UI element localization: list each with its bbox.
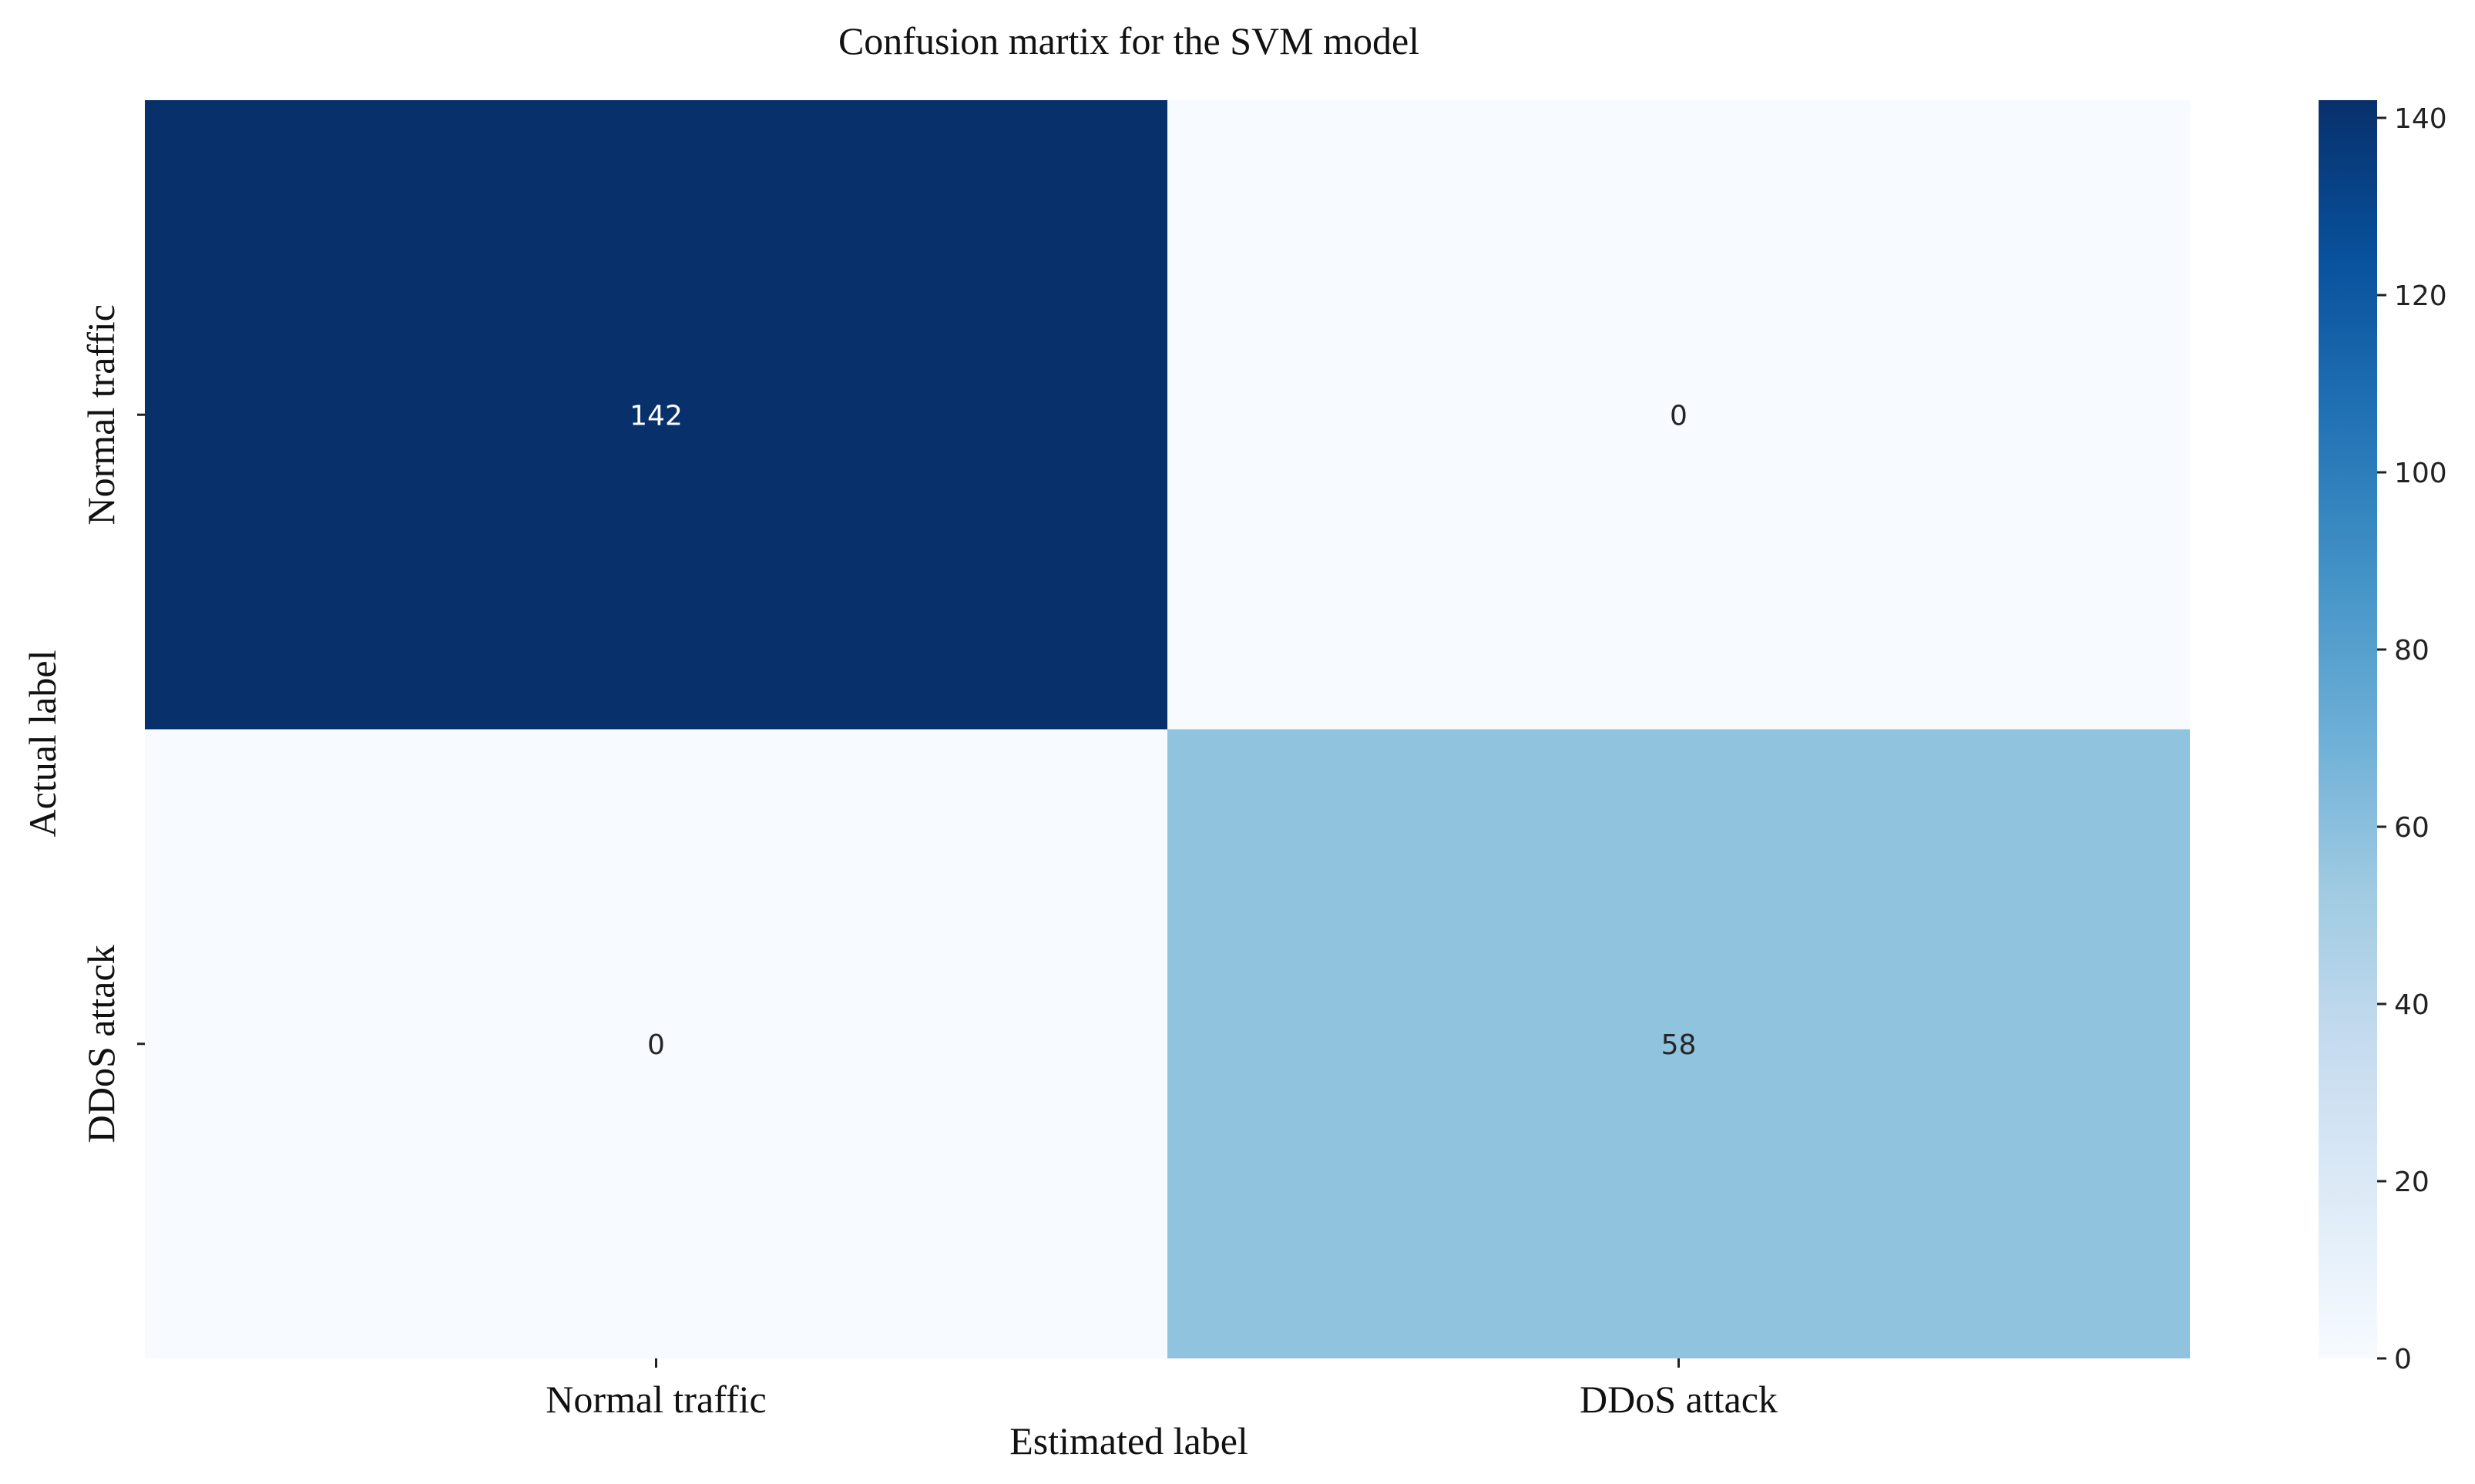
x-tick-label: Normal traffic [546, 1378, 766, 1421]
cell-value-label: 0 [1670, 400, 1688, 431]
x-axis-ticks: Normal traffic DDoS attack [546, 1358, 1778, 1421]
x-tick-label: DDoS attack [1580, 1378, 1778, 1421]
x-axis-label: Estimated label [1009, 1419, 1248, 1462]
colorbar-ticks: 0 20 40 60 80 100 120 140 [2377, 103, 2447, 1375]
heatmap-cell [1167, 100, 2190, 730]
colorbar-tick-label: 120 [2394, 280, 2447, 312]
colorbar-tick-label: 140 [2394, 103, 2447, 135]
chart-title: Confusion martix for the SVM model [838, 19, 1419, 62]
y-axis-label: Actual label [21, 650, 64, 838]
cell-value-label: 142 [630, 400, 683, 431]
y-tick-label: Normal traffic [79, 304, 123, 525]
colorbar [2319, 100, 2377, 1358]
colorbar-tick-label: 60 [2394, 812, 2430, 844]
colorbar-tick-label: 40 [2394, 989, 2430, 1021]
colorbar-tick-label: 100 [2394, 458, 2447, 489]
y-axis-ticks: Normal traffic DDoS attack [79, 304, 145, 1143]
heatmap-cell [1167, 729, 2190, 1358]
colorbar-tick-label: 80 [2394, 635, 2430, 666]
heatmap-cells: 142 0 0 58 [145, 100, 2190, 1358]
heatmap-cell [145, 729, 1167, 1358]
cell-value-label: 58 [1661, 1029, 1697, 1061]
heatmap-cell [145, 100, 1167, 730]
colorbar-tick-label: 20 [2394, 1167, 2430, 1198]
colorbar-tick-label: 0 [2394, 1344, 2412, 1375]
y-tick-label: DDoS attack [79, 945, 123, 1143]
cell-value-label: 0 [647, 1029, 665, 1061]
